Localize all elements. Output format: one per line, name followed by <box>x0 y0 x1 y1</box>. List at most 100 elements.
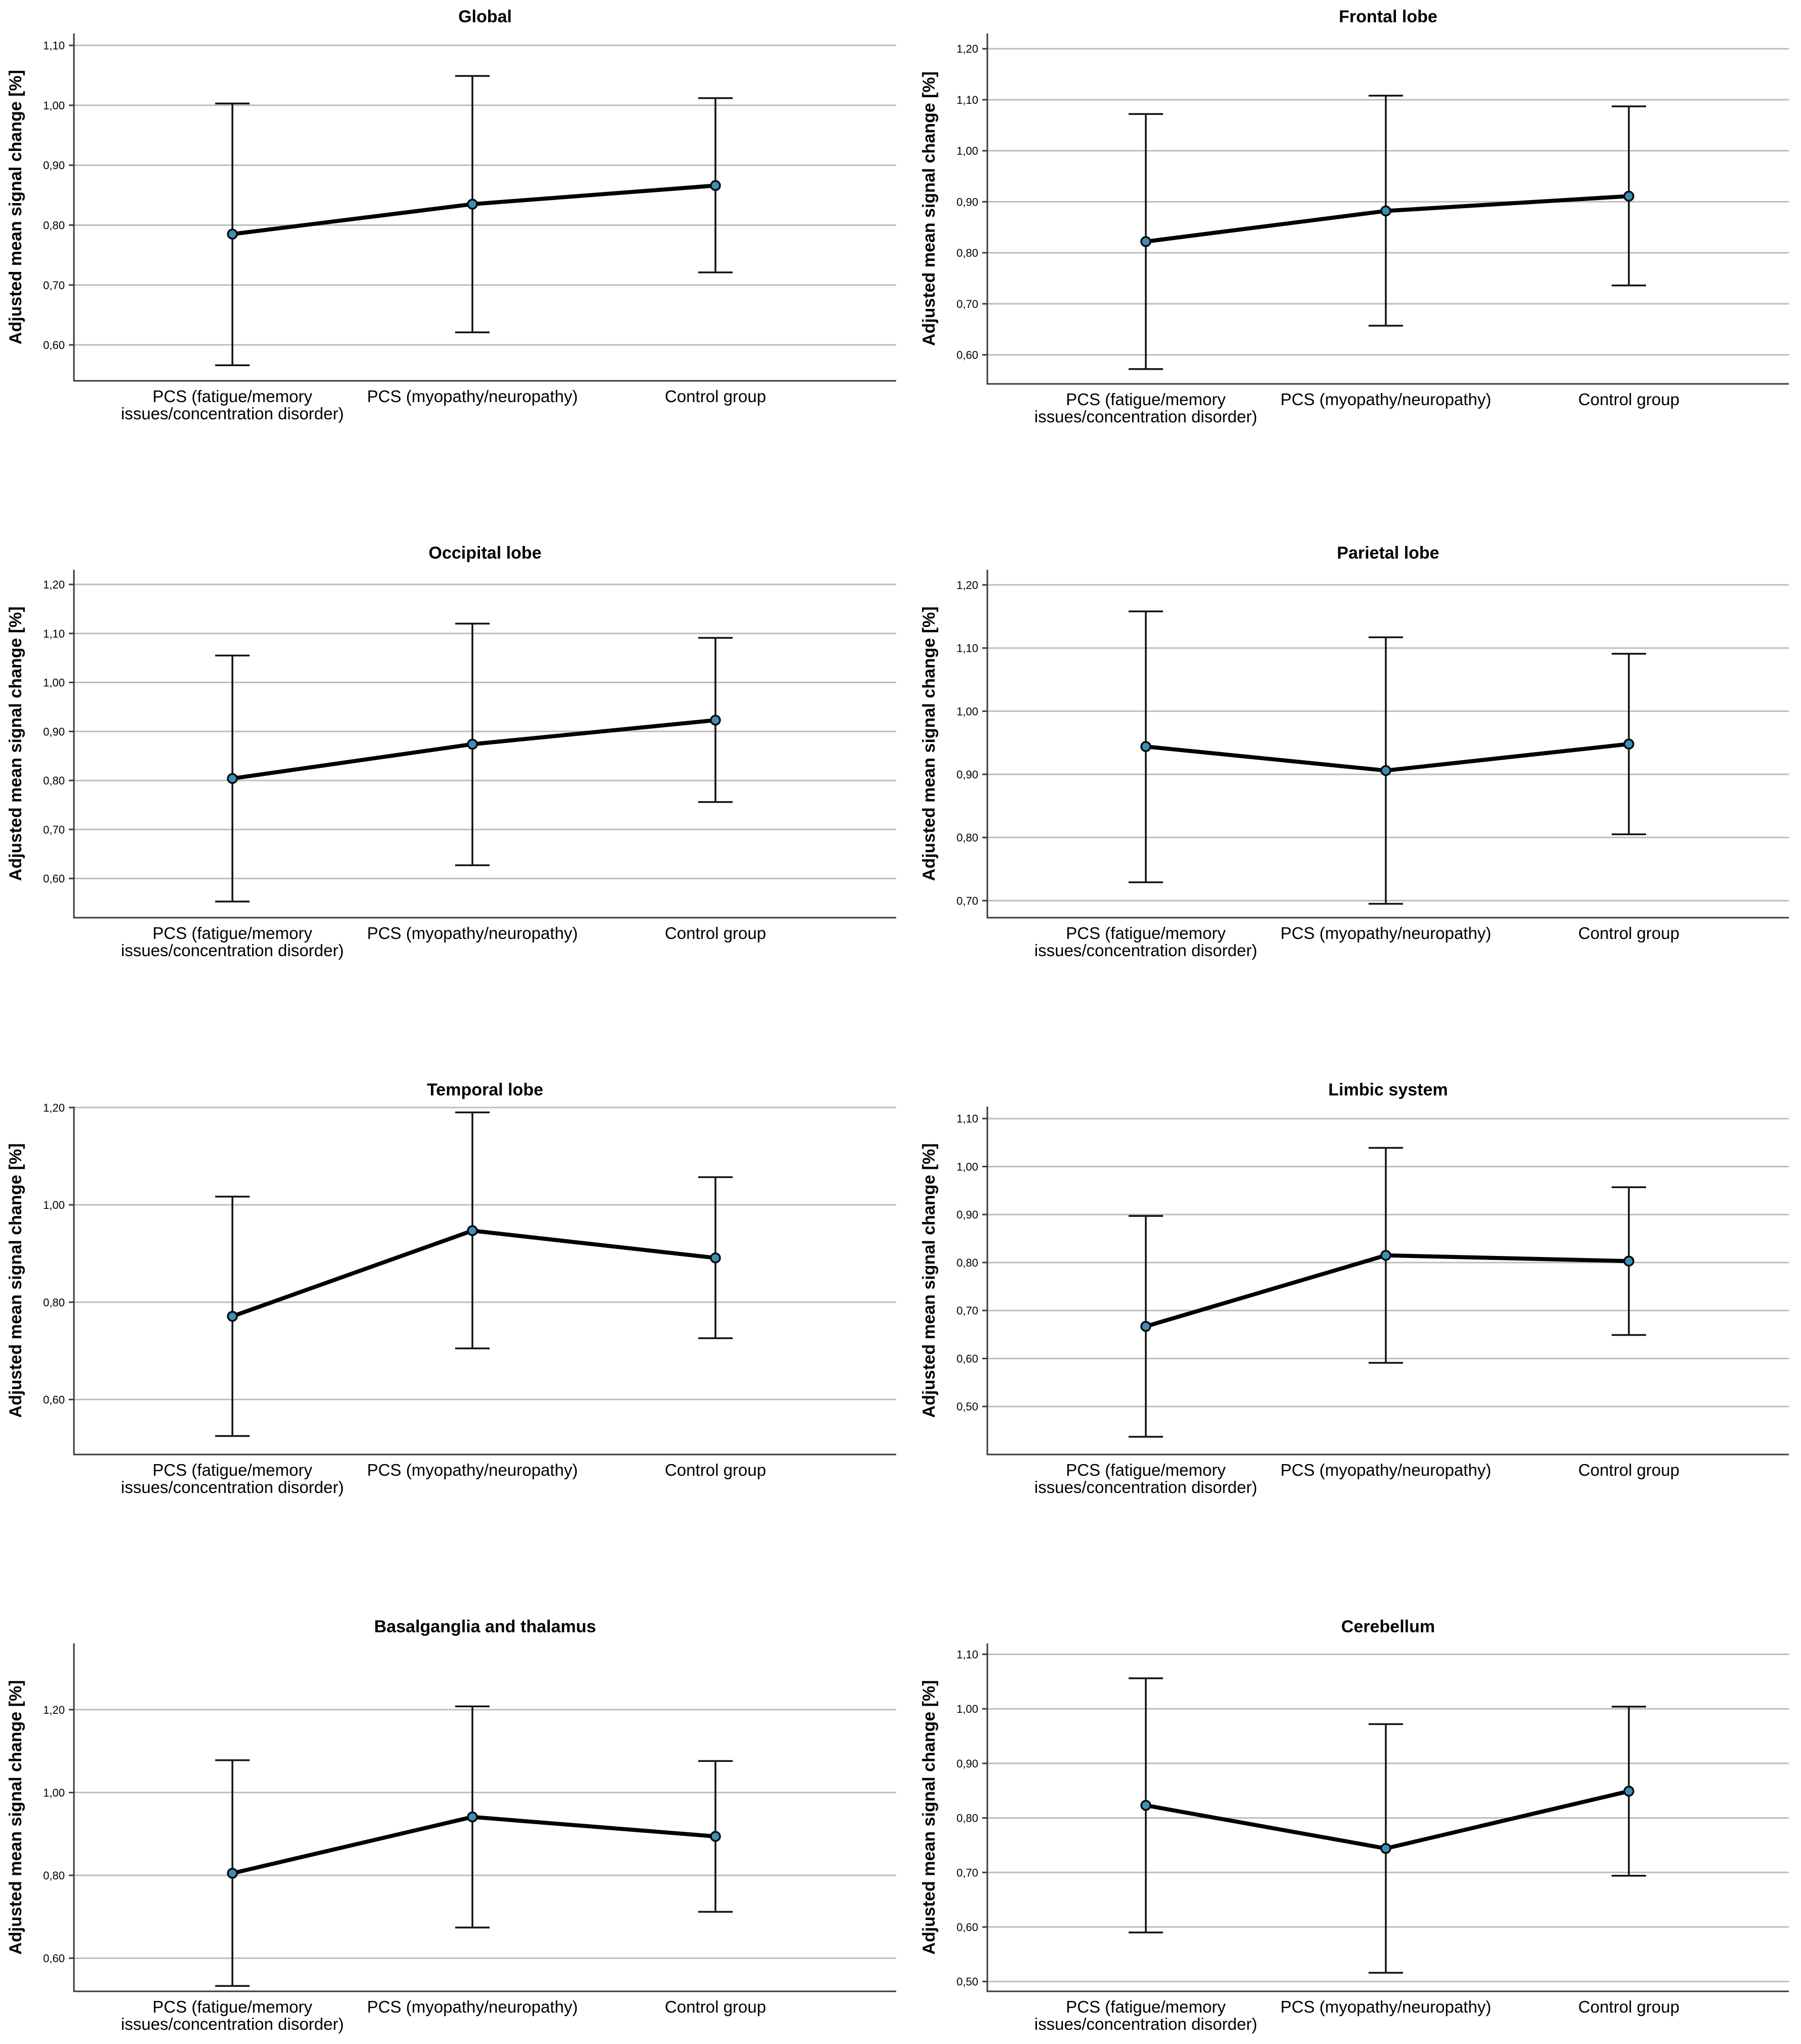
x-category-label: Control group <box>665 387 766 406</box>
y-tick-label: 0,90 <box>43 159 65 172</box>
panel-title: Temporal lobe <box>427 1080 543 1099</box>
y-tick-label: 1,10 <box>956 94 978 106</box>
x-category-label: PCS (myopathy/neuropathy) <box>1280 390 1491 409</box>
panel-title: Occipital lobe <box>429 543 542 563</box>
y-tick-label: 0,80 <box>956 1256 978 1269</box>
x-category-label: Control group <box>1578 924 1679 942</box>
x-category-label: PCS (myopathy/neuropathy) <box>367 924 578 942</box>
y-tick-label: 0,80 <box>956 1812 978 1825</box>
y-axis-label: Adjusted mean signal change [%] <box>6 1143 25 1418</box>
y-tick-label: 1,10 <box>43 627 65 640</box>
y-axis-label: Adjusted mean signal change [%] <box>919 1143 939 1418</box>
panel-title: Parietal lobe <box>1337 543 1439 563</box>
mean-point <box>228 774 237 783</box>
x-category-label: PCS (myopathy/neuropathy) <box>367 387 578 406</box>
mean-point <box>468 739 477 749</box>
x-category-label: Control group <box>1578 1997 1679 2016</box>
y-axis-label: Adjusted mean signal change [%] <box>6 70 25 344</box>
mean-point <box>1624 191 1633 201</box>
mean-point <box>1381 1844 1390 1853</box>
mean-point <box>228 1869 237 1878</box>
mean-line <box>232 1231 715 1316</box>
panel-global: Global 0,60 0,70 0,80 0,90 1,00 1,10 Adjusted m… <box>6 7 896 423</box>
mean-point <box>228 1312 237 1321</box>
y-tick-label: 0,60 <box>43 339 65 351</box>
y-tick-label: 0,60 <box>956 1352 978 1365</box>
y-tick-label: 0,60 <box>43 1952 65 1965</box>
y-tick-label: 0,70 <box>956 894 978 907</box>
panel-title: Limbic system <box>1328 1080 1448 1099</box>
x-category-label: PCS (fatigue/memory issues/concentration … <box>121 1997 344 2033</box>
mean-point <box>1624 1256 1633 1266</box>
mean-point <box>1381 207 1390 216</box>
y-tick-label: 0,50 <box>956 1976 978 1988</box>
panel-title: Cerebellum <box>1341 1617 1435 1636</box>
x-category-label: PCS (fatigue/memory issues/concentration … <box>1034 1461 1257 1497</box>
y-tick-label: 1,00 <box>956 1703 978 1715</box>
x-category-label: Control group <box>1578 390 1679 409</box>
y-tick-label: 0,80 <box>43 1869 65 1882</box>
y-tick-label: 1,00 <box>956 1160 978 1173</box>
x-category-label: PCS (myopathy/neuropathy) <box>367 1461 578 1479</box>
y-tick-label: 1,00 <box>43 677 65 689</box>
y-tick-label: 0,50 <box>956 1400 978 1413</box>
y-tick-label: 0,60 <box>43 1393 65 1406</box>
y-tick-label: 1,00 <box>43 99 65 112</box>
y-tick-label: 1,10 <box>956 1113 978 1125</box>
x-category-label: PCS (fatigue/memory issues/concentration … <box>121 387 344 423</box>
mean-line <box>1146 1791 1629 1849</box>
y-tick-label: 0,80 <box>43 774 65 787</box>
y-tick-label: 0,80 <box>43 219 65 231</box>
x-category-label: Control group <box>1578 1461 1679 1479</box>
y-tick-label: 0,90 <box>43 725 65 738</box>
mean-line <box>1146 1255 1629 1326</box>
axes <box>987 1107 1789 1455</box>
mean-point <box>468 200 477 209</box>
y-tick-label: 0,70 <box>43 823 65 836</box>
y-tick-label: 1,10 <box>43 40 65 52</box>
mean-point <box>711 1832 720 1841</box>
y-axis-label: Adjusted mean signal change [%] <box>919 1680 939 1954</box>
panel-temporal-lobe: Temporal lobe 0,60 0,80 1,00 1,20 Adjusted me… <box>6 1080 896 1497</box>
y-tick-label: 0,80 <box>956 247 978 259</box>
mean-point <box>1141 1801 1150 1810</box>
y-tick-label: 0,70 <box>956 298 978 310</box>
y-tick-label: 1,00 <box>43 1786 65 1799</box>
y-tick-label: 1,20 <box>956 579 978 592</box>
y-tick-label: 0,60 <box>956 1921 978 1934</box>
x-category-label: PCS (fatigue/memory issues/concentration … <box>121 924 344 960</box>
y-tick-label: 0,90 <box>956 1757 978 1770</box>
y-tick-label: 1,10 <box>956 1648 978 1661</box>
panel-frontal-lobe: Frontal lobe 0,60 0,70 0,80 0,90 1,00 1,10 1,20… <box>919 7 1789 426</box>
mean-point <box>1624 739 1633 749</box>
x-category-label: Control group <box>665 924 766 942</box>
y-tick-label: 1,20 <box>956 43 978 55</box>
panel-limbic-system: Limbic system 0,50 0,60 0,70 0,80 0,90 1,00 1,1… <box>919 1080 1789 1497</box>
panel-title: Basalganglia and thalamus <box>374 1617 596 1636</box>
y-tick-label: 0,70 <box>956 1866 978 1879</box>
axes <box>987 570 1789 918</box>
x-category-label: Control group <box>665 1997 766 2016</box>
x-category-label: PCS (myopathy/neuropathy) <box>1280 1461 1491 1479</box>
x-category-label: PCS (fatigue/memory issues/concentration … <box>1034 924 1257 960</box>
x-category-label: PCS (myopathy/neuropathy) <box>1280 1997 1491 2016</box>
figure: Global 0,60 0,70 0,80 0,90 1,00 1,10 Adjusted m… <box>0 0 1801 2044</box>
y-tick-label: 1,00 <box>956 705 978 718</box>
x-category-label: PCS (myopathy/neuropathy) <box>367 1997 578 2016</box>
x-category-label: PCS (fatigue/memory issues/concentration … <box>1034 390 1257 426</box>
mean-point <box>1381 766 1390 775</box>
mean-point <box>468 1226 477 1235</box>
y-tick-label: 0,70 <box>43 279 65 292</box>
panel-title: Global <box>458 7 512 26</box>
y-tick-label: 1,20 <box>43 578 65 591</box>
y-axis-label: Adjusted mean signal change [%] <box>6 606 25 881</box>
mean-point <box>1141 1322 1150 1331</box>
y-tick-label: 0,90 <box>956 768 978 781</box>
mean-point <box>1381 1251 1390 1260</box>
mean-point <box>1141 742 1150 751</box>
y-axis-label: Adjusted mean signal change [%] <box>919 71 939 346</box>
x-category-label: PCS (myopathy/neuropathy) <box>1280 924 1491 942</box>
mean-point <box>711 1253 720 1263</box>
x-category-label: Control group <box>665 1461 766 1479</box>
y-tick-label: 0,80 <box>956 832 978 844</box>
